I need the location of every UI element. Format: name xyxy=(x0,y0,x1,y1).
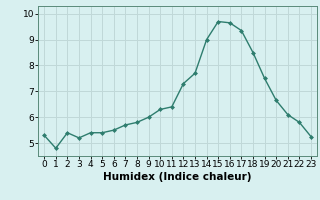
X-axis label: Humidex (Indice chaleur): Humidex (Indice chaleur) xyxy=(103,172,252,182)
